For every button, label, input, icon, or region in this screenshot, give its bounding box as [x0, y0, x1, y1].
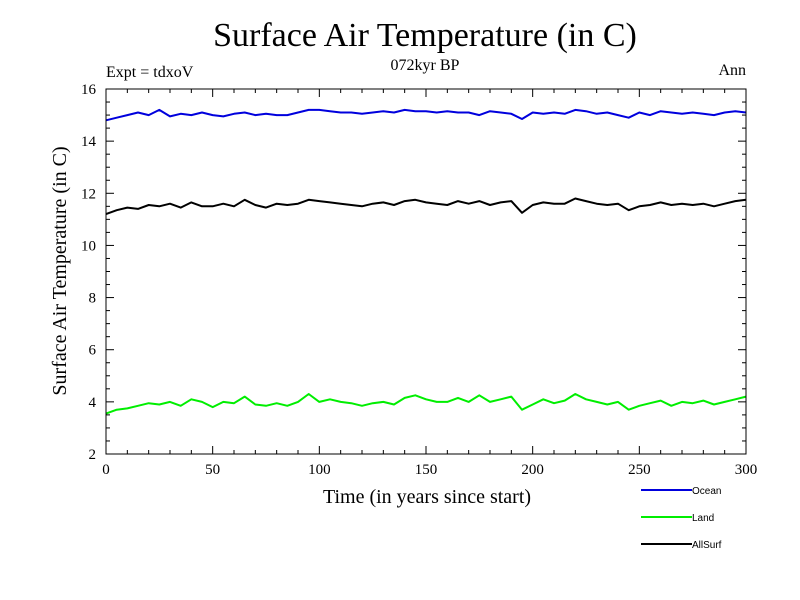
y-tick-label: 16: [81, 82, 97, 98]
x-axis-label: Time (in years since start): [323, 486, 531, 508]
x-tick-label: 0: [102, 462, 110, 478]
y-tick-label: 6: [89, 343, 97, 359]
x-tick-label: 200: [521, 462, 544, 478]
series-line-ocean: [105, 108, 747, 122]
series-layer: [105, 108, 747, 415]
x-tick-label: 150: [415, 462, 438, 478]
y-tick-label: 8: [89, 291, 97, 307]
legend-label-allsurf: AllSurf: [692, 540, 722, 551]
season-label: Ann: [718, 62, 746, 79]
legend-label-ocean: Ocean: [692, 486, 721, 497]
series-line-allsurf: [105, 197, 747, 216]
axes-layer: 0 50 100 150 200 250 300 2 4 6 8 10 12 14 16: [81, 82, 757, 478]
legend-label-land: Land: [692, 513, 714, 524]
y-axis-label: Surface Air Temperature (in C): [49, 146, 71, 395]
x-tick-label: 250: [628, 462, 651, 478]
x-tick-label: 300: [735, 462, 758, 478]
y-tick-label: 14: [81, 134, 97, 150]
x-tick-label: 50: [205, 462, 220, 478]
chart-title: Surface Air Temperature (in C): [213, 17, 637, 54]
y-tick-label: 10: [81, 238, 96, 254]
x-tick-label: 100: [308, 462, 331, 478]
chart-subtitle: 072kyr BP: [391, 57, 460, 74]
y-tick-label: 2: [89, 447, 97, 463]
legend: Ocean Land AllSurf: [641, 486, 722, 551]
experiment-label: Expt = tdxoV: [106, 64, 194, 81]
series-line-land: [105, 393, 747, 415]
y-tick-label: 4: [89, 395, 97, 411]
y-tick-label: 12: [81, 186, 96, 202]
